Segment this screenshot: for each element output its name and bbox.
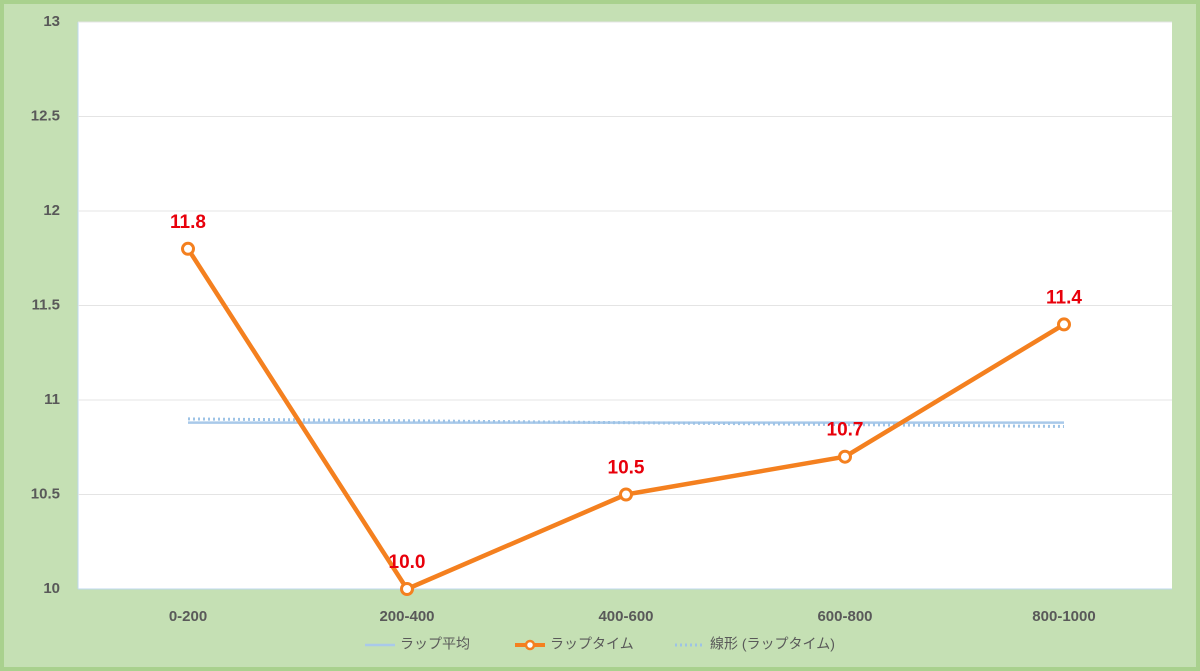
- data-label: 11.4: [1046, 287, 1082, 308]
- legend-label: ラップタイム: [550, 636, 634, 652]
- series-line: [187, 417, 1065, 428]
- y-tick-label: 12.5: [31, 107, 60, 124]
- y-tick-label: 10: [43, 580, 60, 597]
- point-marker: [181, 241, 195, 256]
- y-tick-label: 12: [43, 202, 60, 219]
- y-tick-label: 11: [44, 391, 60, 408]
- y-tick-label: 11.5: [32, 296, 60, 313]
- point-marker: [838, 449, 852, 464]
- legend-label: ラップ平均: [400, 636, 470, 652]
- legend-marker: [524, 639, 536, 651]
- point-marker: [619, 487, 633, 502]
- point-marker: [400, 582, 414, 596]
- legend-label: 線形 (ラップタイム): [710, 636, 835, 652]
- data-label: 11.8: [170, 212, 206, 233]
- point-marker: [1057, 317, 1071, 332]
- y-tick-label: 10.5: [31, 485, 60, 502]
- x-tick-label: 400-600: [598, 608, 653, 625]
- y-tick-label: 13: [43, 13, 60, 30]
- x-tick-label: 0-200: [169, 608, 207, 625]
- data-label: 10.7: [827, 420, 864, 441]
- x-tick-label: 600-800: [817, 608, 872, 625]
- x-tick-label: 200-400: [379, 608, 434, 625]
- data-label: 10.0: [389, 552, 426, 573]
- x-tick-label: 800-1000: [1032, 608, 1095, 625]
- data-label: 10.5: [608, 458, 645, 479]
